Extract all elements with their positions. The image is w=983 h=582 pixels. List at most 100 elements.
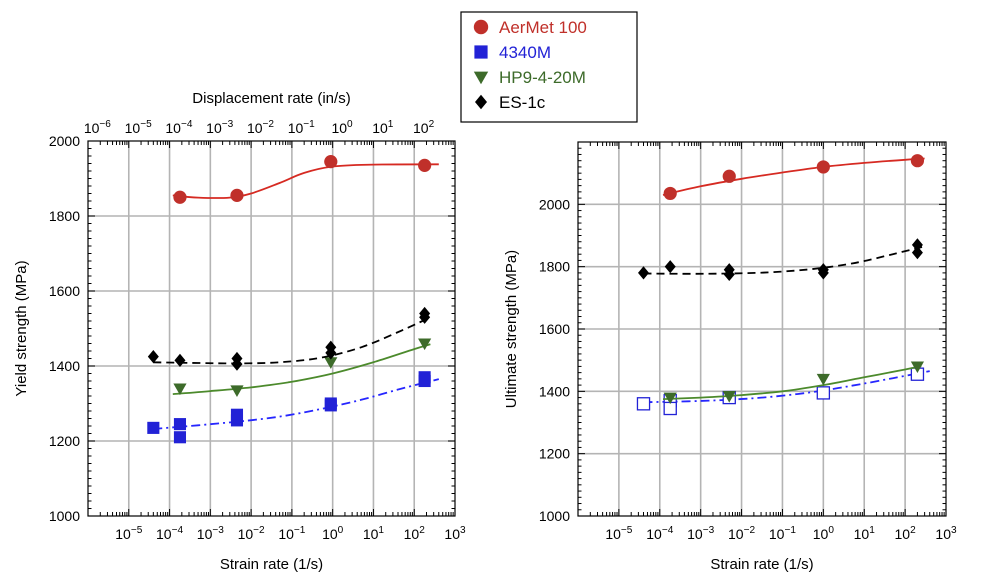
x2-tick-label: 10−2 <box>247 119 274 136</box>
x-tick-label: 100 <box>322 525 344 542</box>
fit-curve <box>662 157 925 196</box>
data-point <box>173 383 187 396</box>
y-tick-label: 1000 <box>539 508 570 524</box>
data-point <box>419 310 431 324</box>
data-point <box>325 346 337 360</box>
x2-tick-label: 100 <box>331 119 353 136</box>
data-point <box>816 160 830 174</box>
x-tick-label: 101 <box>363 525 385 542</box>
x-tick-label: 10−4 <box>646 525 673 542</box>
data-point <box>418 338 432 351</box>
series-es-1c <box>147 306 431 371</box>
y-tick-label: 2000 <box>49 133 80 149</box>
legend-label: HP9-4-20M <box>499 68 586 87</box>
x2-axis-title: Displacement rate (in/s) <box>192 90 350 107</box>
fit-curve <box>172 163 439 199</box>
x-tick-label: 10−4 <box>156 525 183 542</box>
data-point <box>816 373 830 386</box>
data-point <box>173 418 187 431</box>
legend-marker <box>474 45 488 59</box>
data-point <box>664 260 676 274</box>
x-tick-label: 10−2 <box>728 525 755 542</box>
x-axis-title: Strain rate (1/s) <box>220 556 323 573</box>
x-tick-label: 10−3 <box>197 525 224 542</box>
legend-marker <box>473 71 489 85</box>
x-tick-label: 102 <box>895 525 917 542</box>
series-4340m <box>147 371 440 444</box>
x2-tick-label: 10−3 <box>206 119 233 136</box>
x-tick-label: 10−5 <box>115 525 142 542</box>
data-point <box>722 169 736 183</box>
y-tick-label: 1400 <box>49 358 80 374</box>
series-aermet-100 <box>172 155 439 204</box>
legend-marker <box>473 19 489 35</box>
x2-tick-label: 10−5 <box>125 119 152 136</box>
fit-curve <box>153 316 431 365</box>
data-point <box>418 158 432 172</box>
series-es-1c <box>638 238 925 282</box>
fit-curve <box>662 364 922 400</box>
legend-label: AerMet 100 <box>499 18 587 37</box>
x2-tick-label: 10−1 <box>288 119 315 136</box>
right-tick-marks <box>577 141 946 517</box>
x-tick-label: 100 <box>813 525 835 542</box>
data-point <box>911 238 923 252</box>
y-tick-label: 1000 <box>49 508 80 524</box>
data-point <box>324 357 338 369</box>
data-point <box>817 266 829 280</box>
x-axis-title: Strain rate (1/s) <box>710 556 813 573</box>
fit-curve <box>643 245 925 275</box>
data-point <box>638 266 650 280</box>
data-point <box>147 421 160 434</box>
y-tick-label: 1200 <box>539 446 570 462</box>
left-gridlines <box>88 141 455 516</box>
x-tick-label: 103 <box>935 525 957 542</box>
data-point <box>324 399 337 412</box>
legend-label: 4340M <box>499 43 551 62</box>
y-tick-label: 1800 <box>49 208 80 224</box>
y-tick-label: 1800 <box>539 259 570 275</box>
x-tick-label: 103 <box>444 525 466 542</box>
fit-curve <box>172 343 431 395</box>
data-point <box>911 246 923 260</box>
data-point <box>816 386 831 400</box>
data-point <box>173 190 187 204</box>
data-point <box>663 392 677 405</box>
legend-label: ES-1c <box>499 93 546 112</box>
y-tick-label: 1400 <box>539 383 570 399</box>
data-point <box>147 350 159 364</box>
data-point <box>230 385 244 397</box>
x2-tick-label: 10−4 <box>165 119 192 136</box>
x-tick-label: 10−1 <box>769 525 796 542</box>
y-tick-label: 1600 <box>49 283 80 299</box>
data-point <box>418 374 431 388</box>
right-gridlines <box>578 142 946 516</box>
left-plot-frame <box>87 140 456 517</box>
x-tick-label: 10−5 <box>605 525 632 542</box>
data-point <box>663 186 677 201</box>
x2-tick-label: 102 <box>413 119 435 136</box>
y-axis-title: Yield strength (MPa) <box>13 260 30 396</box>
x2-tick-label: 10−6 <box>84 119 111 136</box>
legend: AerMet 100 4340M HP9-4-20M ES-1c <box>460 11 638 123</box>
x-tick-label: 102 <box>404 525 426 542</box>
fit-curve <box>643 370 930 404</box>
data-point <box>636 397 651 411</box>
legend-marker <box>475 94 487 110</box>
data-point <box>230 414 244 427</box>
data-point <box>230 188 244 202</box>
y-axis-title: Ultimate strength (MPa) <box>503 250 520 408</box>
x-tick-label: 10−2 <box>238 525 265 542</box>
x-tick-label: 10−1 <box>278 525 305 542</box>
x-tick-label: 101 <box>854 525 876 542</box>
x2-tick-label: 101 <box>372 119 394 136</box>
fit-curve <box>153 378 440 430</box>
series-aermet-100 <box>662 154 925 201</box>
legend-box <box>460 11 638 123</box>
data-point <box>910 361 925 373</box>
y-tick-label: 2000 <box>539 196 570 212</box>
data-point <box>231 357 243 371</box>
left-tick-marks <box>87 140 455 517</box>
x-tick-label: 10−3 <box>687 525 714 542</box>
